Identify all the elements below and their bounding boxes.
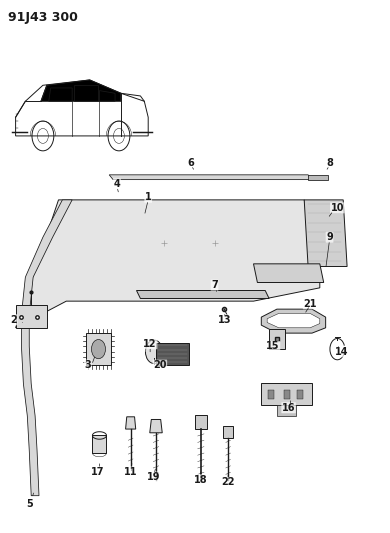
Polygon shape [41, 80, 121, 101]
Text: 14: 14 [335, 347, 348, 357]
Polygon shape [223, 426, 233, 438]
Polygon shape [16, 200, 320, 328]
Polygon shape [261, 383, 312, 405]
Polygon shape [297, 390, 303, 399]
Text: 16: 16 [282, 403, 295, 413]
Text: 5: 5 [26, 499, 33, 508]
Polygon shape [126, 417, 136, 429]
Text: 15: 15 [266, 342, 280, 351]
Polygon shape [156, 343, 189, 365]
Text: 12: 12 [144, 339, 157, 349]
Polygon shape [308, 175, 328, 180]
Polygon shape [267, 313, 320, 328]
Text: 22: 22 [222, 478, 235, 487]
Text: 1: 1 [145, 192, 152, 202]
Text: 18: 18 [194, 475, 207, 484]
Text: 17: 17 [91, 467, 104, 477]
Text: 8: 8 [326, 158, 333, 167]
Polygon shape [304, 200, 347, 266]
Text: 20: 20 [153, 360, 167, 370]
Polygon shape [277, 405, 296, 416]
Polygon shape [86, 333, 111, 365]
Text: 91J43 300: 91J43 300 [8, 11, 78, 23]
Polygon shape [261, 309, 326, 333]
Polygon shape [136, 290, 269, 298]
Text: 2: 2 [10, 315, 17, 325]
Text: 10: 10 [331, 203, 344, 213]
Polygon shape [150, 419, 162, 433]
Text: 11: 11 [124, 467, 137, 477]
Text: 3: 3 [84, 360, 91, 370]
Text: 19: 19 [147, 472, 161, 482]
Polygon shape [195, 415, 207, 429]
Polygon shape [21, 200, 72, 496]
Polygon shape [92, 435, 106, 453]
Text: 21: 21 [303, 299, 317, 309]
Text: 13: 13 [218, 315, 231, 325]
Text: 7: 7 [211, 280, 218, 290]
Polygon shape [284, 390, 290, 399]
Polygon shape [16, 305, 47, 328]
Text: 6: 6 [188, 158, 195, 167]
Text: 9: 9 [326, 232, 333, 242]
Polygon shape [268, 390, 274, 399]
Text: 4: 4 [113, 179, 121, 189]
Polygon shape [109, 175, 312, 180]
Polygon shape [269, 329, 285, 349]
Circle shape [91, 340, 105, 359]
Circle shape [145, 340, 163, 364]
Polygon shape [254, 264, 324, 282]
